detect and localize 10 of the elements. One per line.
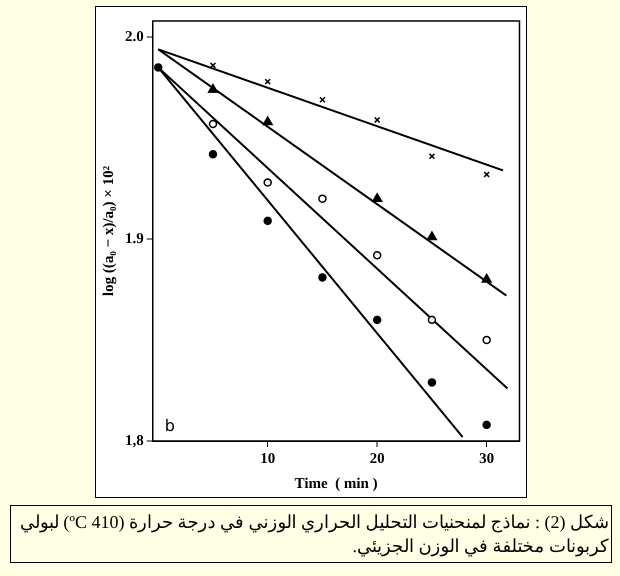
y-tick-label: 2.0 xyxy=(125,29,144,46)
x-tick-label: 20 xyxy=(370,450,385,467)
text: شكل (2) : نماذج لمنحنيات التحليل الحراري الوزني في درجة حرارة (410 ºC) لبولي كربونات مختلفة في الوزن الجزيئي. xyxy=(10,505,612,563)
y-tick-label: 1.9 xyxy=(125,230,144,247)
y-tick-label: 1,8 xyxy=(125,432,144,449)
y-axis-title: log ((a₀ − x)/a₀) × 10² xyxy=(100,165,117,296)
x-axis-title: Time ( min ) xyxy=(294,476,378,492)
annotation: b xyxy=(164,416,175,436)
x-tick-label: 30 xyxy=(479,450,494,467)
x-tick-label: 10 xyxy=(260,450,276,467)
